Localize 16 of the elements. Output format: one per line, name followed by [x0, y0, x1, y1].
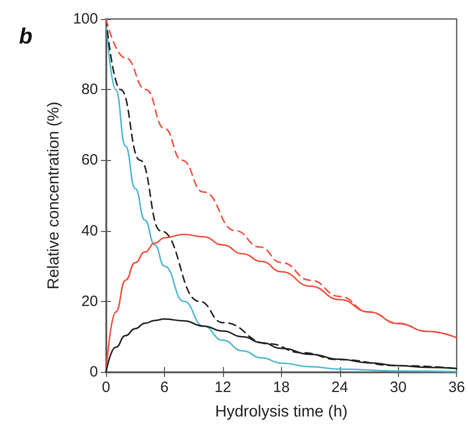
y-tick-label: 0 [90, 364, 98, 380]
y-tick-label: 80 [81, 81, 98, 98]
x-tick-label: 24 [331, 379, 348, 396]
x-axis-title: Hydrolysis time (h) [215, 404, 348, 420]
x-tick-label: 0 [102, 379, 110, 396]
y-tick-label: 20 [81, 292, 98, 310]
x-tick-label: 36 [448, 379, 465, 396]
y-tick-label: 100 [72, 10, 98, 28]
y-tick-label: 40 [81, 222, 98, 240]
y-axis-title: Relative concentration (%) [46, 102, 63, 290]
x-tick-label: 12 [214, 379, 232, 396]
x-tick-label: 6 [160, 379, 169, 396]
x-tick-label: 18 [272, 379, 290, 396]
y-tick-label: 60 [81, 152, 98, 169]
chart-title: b [19, 24, 32, 48]
x-tick-label: 30 [390, 379, 407, 396]
